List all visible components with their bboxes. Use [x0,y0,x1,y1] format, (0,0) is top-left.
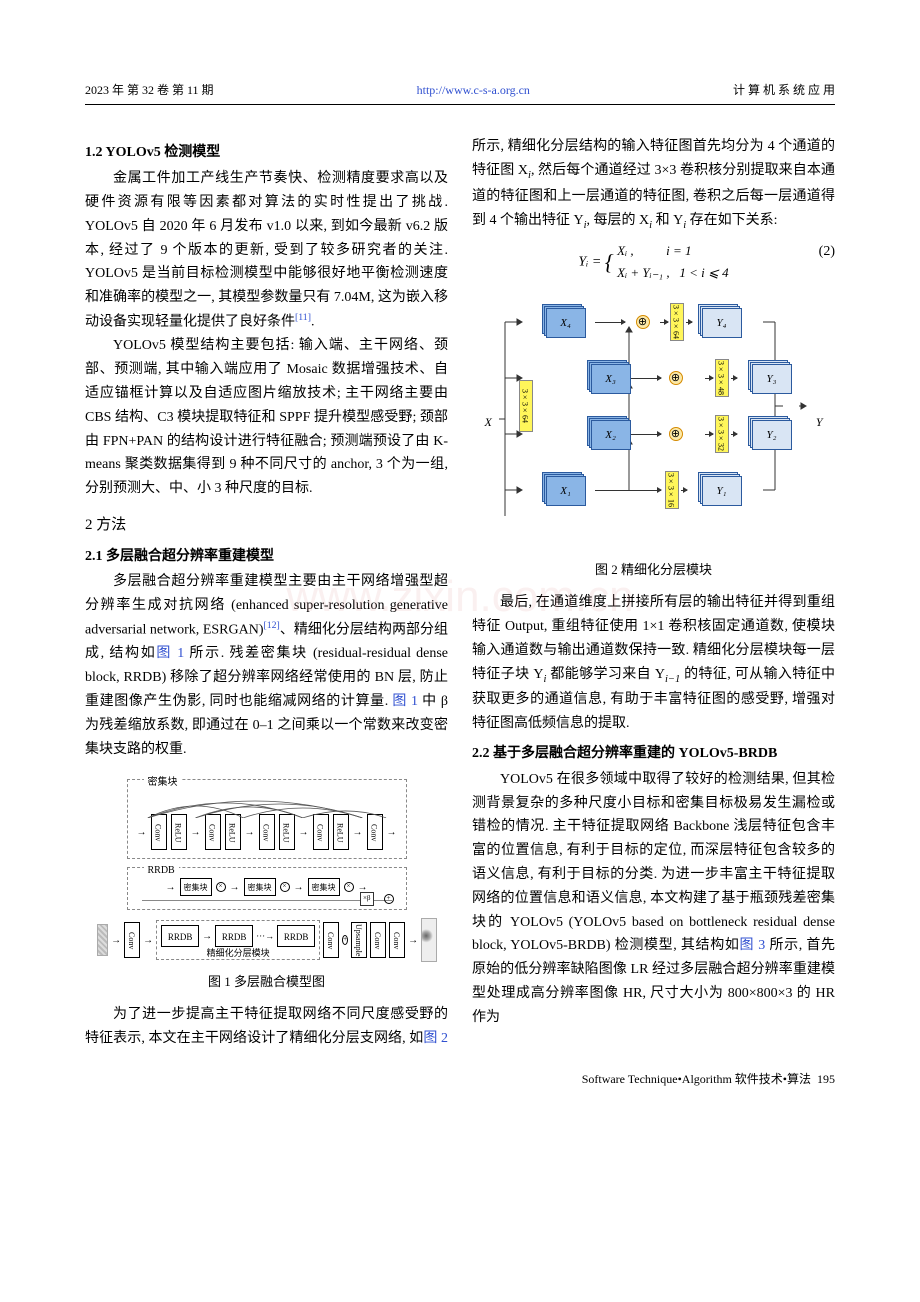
fig1-ref[interactable]: 图 1 [156,646,184,661]
conv-3x3x32: 3×3×32 [715,415,729,453]
mul-node: × [280,882,290,892]
header-right: 计 算 机 系 统 应 用 [733,80,835,100]
mul-node: × [344,882,354,892]
fig2-Y4: Y₄ [698,304,744,340]
page-number: 195 [817,1069,835,1089]
conv-block: Conv [259,814,275,850]
figure-1: 密集块 [85,771,448,993]
fig3-ref[interactable]: 图 3 [740,938,766,953]
pixel-out-icon [421,918,436,962]
section-1-2-title: 1.2 YOLOv5 检测模型 [85,141,448,165]
equation-2: Yᵢ = { Xᵢ , i = 1 Xᵢ + Yᵢ₋₁ , 1 < i ⩽ 4 … [472,240,835,284]
relu-block: ReLU [279,814,295,850]
pixel-in-icon [97,924,109,956]
rrdb-block: RRDB [161,925,199,947]
fig1-panel2-label: RRDB [144,862,179,879]
dense-block: 密集块 [244,878,276,896]
fig2-ref[interactable]: 图 2 [423,1031,448,1046]
fig2-Y2: Y₂ [748,416,794,452]
body-columns: 1.2 YOLOv5 检测模型 金属工件加工产线生产节奏快、检测精度要求高以及硬… [85,135,835,1050]
beta-label: ×β [360,892,374,906]
relu-block: ReLU [333,814,349,850]
fig1-pipeline: → Conv → RRDB → RRDB ···→ RRDB 精细化分层模块 C… [97,918,437,962]
s12-p2: YOLOv5 模型结构主要包括: 输入端、主干网络、颈部、预测端, 其中输入端应… [85,334,448,501]
ref-11[interactable]: [11] [295,312,311,323]
fig2-Y3: Y₃ [748,360,794,396]
conv-block: Conv [205,814,221,850]
fig1-panel1-label: 密集块 [144,774,182,791]
plus-icon: ⊕ [669,371,683,385]
add-node: + [342,935,348,945]
conv-block: Conv [151,814,167,850]
mul-node: × [216,882,226,892]
conv-3x3x64: 3×3×64 [670,303,684,341]
upsample-block: Upsample [351,922,367,958]
conv-block: Conv [370,922,386,958]
conv-block: Conv [124,922,140,958]
conv-3x3x48: 3×3×48 [715,359,729,397]
dense-block: 密集块 [308,878,340,896]
header-url[interactable]: http://www.c-s-a.org.cn [417,80,530,100]
fig1-ref-2[interactable]: 图 1 [392,694,418,709]
fig1-panel2: RRDB → 密集块 × → 密集块 × → 密集块 × → [127,867,407,910]
watermark: www.zixin.com.cn [0,560,920,635]
s22-p: YOLOv5 在很多领域中取得了较好的检测结果, 但其检测背景复杂的多种尺度小目… [472,768,835,1030]
conv-block: Conv [367,814,383,850]
conv-block: Conv [313,814,329,850]
arrow-icon: → [137,824,147,841]
relu-block: ReLU [225,814,241,850]
plus-icon: ⊕ [669,427,683,441]
rrdb-block: RRDB [215,925,253,947]
fig2-X1: X₁ [542,472,588,508]
s12-p1: 金属工件加工产线生产节奏快、检测精度要求高以及硬件资源有限等因素都对算法的实时性… [85,167,448,334]
conv-block: Conv [389,922,405,958]
fig2-Y1: Y₁ [698,472,744,508]
fig2-X3: X₃ [587,360,633,396]
figure-2: X Y [472,294,835,581]
fig2-X-label: X [485,412,492,432]
footer-text: Software Technique•Algorithm 软件技术•算法 [582,1069,811,1089]
add-node: + [384,894,394,904]
fig1-panel1: 密集块 [127,779,407,859]
conv-block: Conv [323,922,339,958]
fig1-caption: 图 1 多层融合模型图 [85,971,448,993]
fig2-X4: X₄ [542,304,588,340]
header-left: 2023 年 第 32 卷 第 11 期 [85,80,214,100]
conv-out: 3×3×64 [519,380,533,432]
fig2-Y-label: Y [816,412,823,432]
page-footer: Software Technique•Algorithm 软件技术•算法 195 [85,1069,835,1089]
fig2-X2: X₂ [587,416,633,452]
eq-number: (2) [819,240,835,264]
relu-block: ReLU [171,814,187,850]
page-header: 2023 年 第 32 卷 第 11 期 http://www.c-s-a.or… [85,80,835,105]
section-2-2-title: 2.2 基于多层融合超分辨率重建的 YOLOv5-BRDB [472,742,835,766]
conv-3x3x16: 3×3×16 [665,471,679,509]
rrdb-block: RRDB [277,925,315,947]
page: 2023 年 第 32 卷 第 11 期 http://www.c-s-a.or… [0,0,920,1119]
refine-label: 精细化分层模块 [207,946,270,961]
plus-icon: ⊕ [636,315,650,329]
section-2-heading: 2 方法 [85,513,448,539]
dense-block: 密集块 [180,878,212,896]
